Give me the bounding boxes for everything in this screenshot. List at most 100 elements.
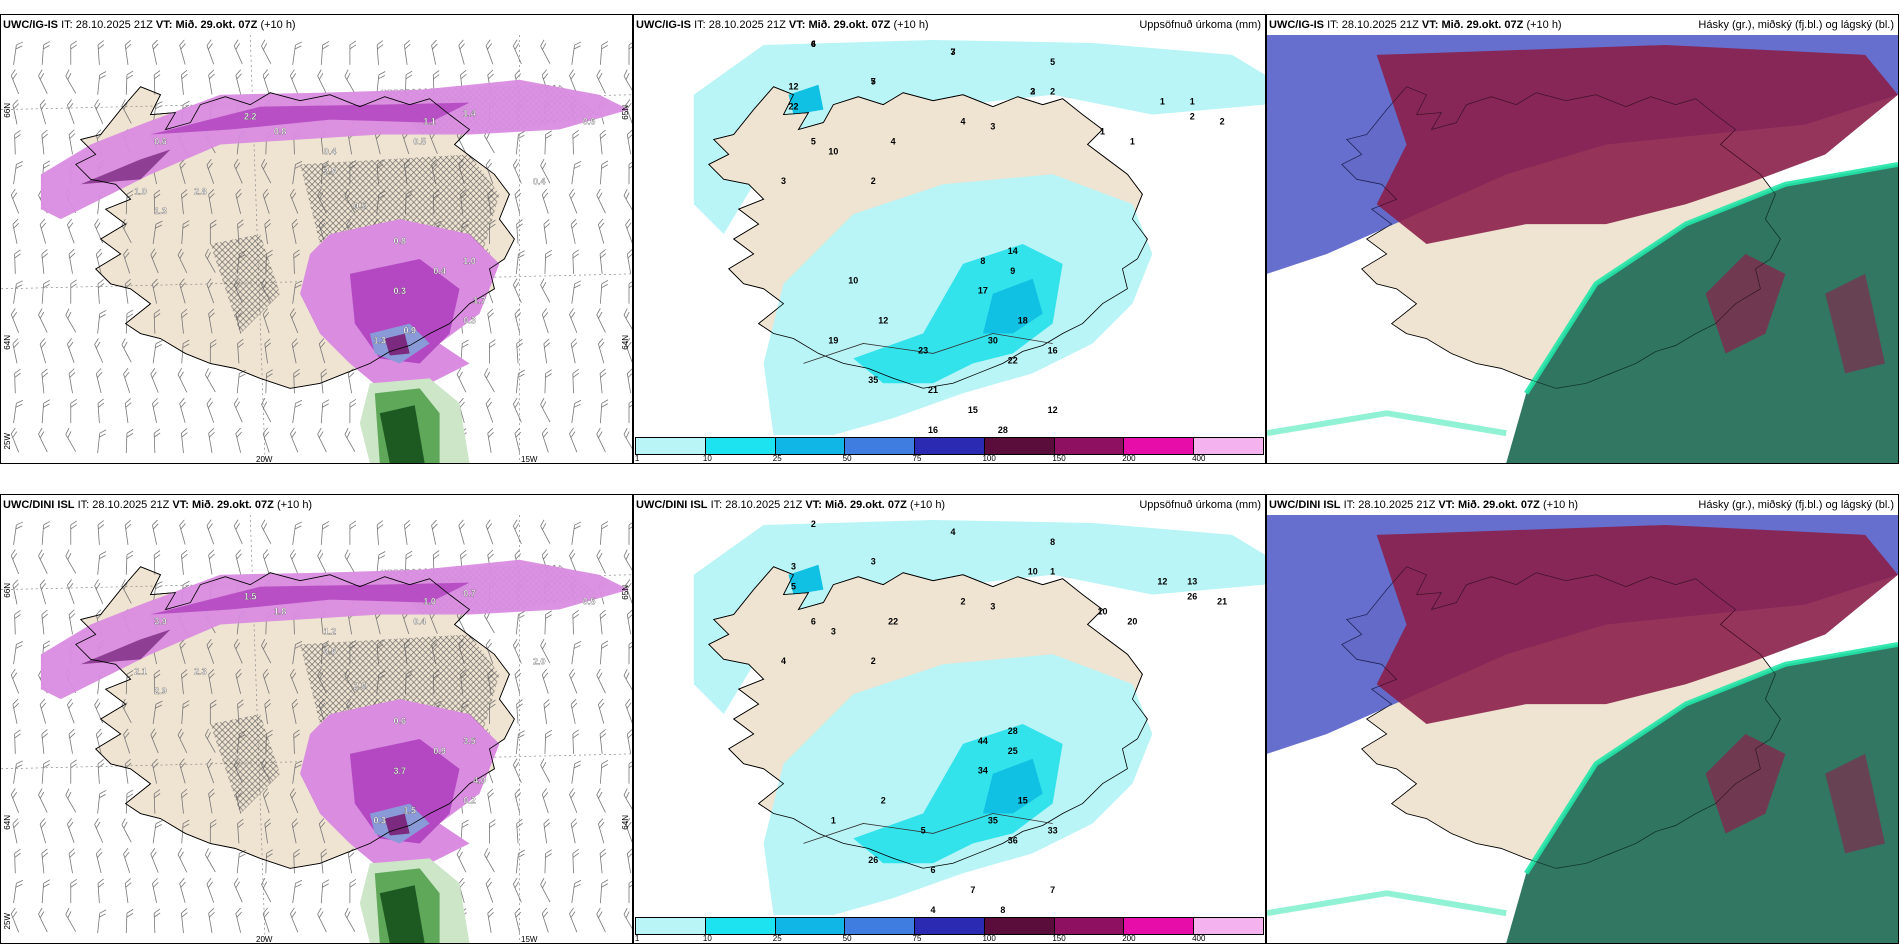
panel-dini-precip-type: UWC/DINI ISL IT: 28.10.2025 21Z VT: Mið.… bbox=[0, 494, 633, 944]
value-label: 5 bbox=[871, 77, 876, 87]
it-label: IT: bbox=[1327, 19, 1339, 31]
it-value: 28.10.2025 21Z bbox=[708, 19, 786, 31]
low-cloud bbox=[1506, 644, 1898, 943]
colorbar-swatch bbox=[775, 438, 846, 454]
value-label: 30 bbox=[988, 335, 998, 345]
value-label: 4 bbox=[931, 905, 936, 915]
value-label: 1 bbox=[1130, 136, 1135, 146]
value-label: 7 bbox=[970, 885, 975, 895]
it-label: IT: bbox=[77, 499, 90, 511]
value-label: 0.5 bbox=[413, 136, 425, 146]
snow-band-north bbox=[40, 559, 630, 700]
panel-title: UWC/IG-IS IT: 28.10.2025 21Z VT: Mið. 29… bbox=[3, 15, 296, 35]
value-label: 3.5 bbox=[463, 736, 475, 746]
value-label: 4 bbox=[811, 39, 816, 49]
value-label: 22 bbox=[789, 102, 799, 112]
value-label: 4 bbox=[781, 656, 786, 666]
value-label: 0.6 bbox=[154, 136, 166, 146]
colorbar: 1 10 25 50 75 100 150 200 400 bbox=[634, 435, 1265, 463]
it-value: 28.10.2025 21Z bbox=[92, 499, 170, 511]
axis-label: 66N bbox=[3, 583, 12, 598]
value-label: 0.5 bbox=[354, 201, 366, 211]
value-label: 1.5 bbox=[244, 592, 256, 602]
value-label: 25 bbox=[1008, 746, 1018, 756]
colorbar-tick: 10 bbox=[702, 934, 712, 943]
value-label: 3 bbox=[791, 562, 796, 572]
panel-title: UWC/IG-IS IT: 28.10.2025 21Z VT: Mið. 29… bbox=[636, 15, 929, 35]
value-label: 5 bbox=[1050, 57, 1055, 67]
value-label: 12 bbox=[878, 316, 888, 326]
map-area bbox=[1267, 515, 1898, 943]
value-label: 22 bbox=[1008, 355, 1018, 365]
axis-label: 64N bbox=[621, 335, 630, 350]
value-label: 0.3 bbox=[374, 816, 386, 826]
value-label: 1 bbox=[1160, 97, 1165, 107]
vt-label: VT: bbox=[788, 19, 806, 31]
colorbar-swatch bbox=[1194, 438, 1264, 454]
colorbar-tick: 200 bbox=[1122, 934, 1136, 943]
vt-value: Mið. 29.okt. 07Z bbox=[175, 19, 258, 31]
vt-label: VT: bbox=[1438, 499, 1455, 511]
map-area bbox=[1267, 35, 1898, 463]
lead-time: (+10 h) bbox=[1526, 19, 1562, 31]
colorbar-swatch bbox=[636, 438, 706, 454]
value-label: 17 bbox=[978, 286, 988, 296]
lead-time: (+10 h) bbox=[893, 19, 929, 31]
model-name: UWC/DINI ISL bbox=[636, 499, 708, 511]
value-label: 6 bbox=[811, 39, 816, 49]
colorbar-swatch bbox=[915, 438, 985, 454]
value-label: 3.7 bbox=[394, 766, 406, 776]
colorbar-tick: 100 bbox=[982, 454, 996, 463]
high-cloud bbox=[1376, 44, 1898, 245]
value-label: 1.0 bbox=[463, 256, 475, 266]
colorbar-swatch bbox=[1054, 918, 1125, 934]
colorbar-swatch bbox=[705, 438, 776, 454]
value-label: 2 bbox=[871, 176, 876, 186]
value-label: 0.4 bbox=[533, 176, 545, 186]
value-labels: 1.5 2.3 0.7 0.5 0.4 1.0 0.6 2.0 1.2 2.1 3.9 3.7 1.5 0… bbox=[134, 588, 595, 826]
axis-label: 64N bbox=[3, 815, 12, 830]
lead-time: (+10 h) bbox=[1542, 499, 1579, 511]
value-label: 28 bbox=[998, 425, 1008, 435]
colorbar-tick: 10 bbox=[702, 454, 712, 463]
value-label: 1.0 bbox=[423, 597, 435, 607]
it-label: IT: bbox=[710, 499, 723, 511]
value-label: 5 bbox=[811, 136, 816, 146]
vt-value: Mið. 29.okt. 07Z bbox=[1441, 19, 1524, 31]
value-label: 23 bbox=[918, 345, 928, 355]
value-label: 3 bbox=[990, 602, 995, 612]
panel-header: UWC/DINI ISL IT: 28.10.2025 21Z VT: Mið.… bbox=[634, 495, 1265, 515]
value-label: 0.2 bbox=[463, 796, 475, 806]
value-label: 0.4 bbox=[413, 616, 425, 626]
axis-label: 65N bbox=[621, 105, 630, 120]
value-label: 10 bbox=[1028, 567, 1038, 577]
colorbar-tick: 1 bbox=[634, 934, 640, 943]
value-label: 7 bbox=[1050, 885, 1055, 895]
value-label: 3 bbox=[781, 176, 786, 186]
colorbar-swatch bbox=[705, 918, 776, 934]
panel-header: UWC/IG-IS IT: 28.10.2025 21Z VT: Mið. 29… bbox=[1, 15, 632, 35]
it-label: IT: bbox=[61, 19, 73, 31]
value-label: 1.0 bbox=[134, 186, 146, 196]
colorbar-tick: 50 bbox=[842, 454, 852, 463]
panel-ig-is-precip-type: UWC/IG-IS IT: 28.10.2025 21Z VT: Mið. 29… bbox=[0, 14, 633, 464]
value-label: 5 bbox=[791, 582, 796, 592]
value-label: 26 bbox=[1187, 592, 1197, 602]
value-label: 2 bbox=[1050, 87, 1055, 97]
colorbar-tick: 1 bbox=[634, 454, 640, 463]
value-label: 7 bbox=[950, 47, 955, 57]
colorbar-swatch bbox=[1124, 438, 1195, 454]
colorbar-tick: 75 bbox=[912, 934, 922, 943]
value-label: 7 bbox=[871, 77, 876, 87]
it-value: 28.10.2025 21Z bbox=[1358, 499, 1436, 511]
value-label: 2 bbox=[871, 656, 876, 666]
value-label: 0.6 bbox=[583, 117, 595, 127]
value-label: 28 bbox=[1008, 726, 1018, 736]
colorbar-tick: 400 bbox=[1192, 454, 1206, 463]
value-label: 14 bbox=[1008, 246, 1018, 256]
vt-label: VT: bbox=[155, 19, 173, 31]
snow-band-north bbox=[40, 79, 630, 220]
lead-time: (+10 h) bbox=[260, 19, 296, 31]
colorbar-swatch bbox=[1124, 918, 1195, 934]
value-label: 16 bbox=[928, 425, 938, 435]
